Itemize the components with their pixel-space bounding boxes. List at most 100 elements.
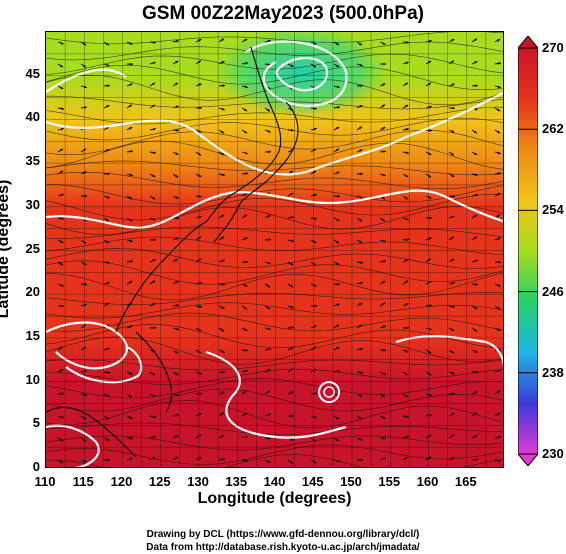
tropical-cyclone-marker xyxy=(318,381,341,404)
wind-arrow-head xyxy=(129,173,133,177)
wind-arrow-head xyxy=(359,63,363,67)
wind-arrow-head xyxy=(383,436,386,440)
wind-arrow-head xyxy=(106,195,110,199)
wind-arrow-head xyxy=(359,347,363,351)
wind-arrow-head xyxy=(60,86,64,89)
wind-arrow-head xyxy=(175,105,179,109)
colorbar-tick-label: 230 xyxy=(542,446,564,461)
wind-arrow-head xyxy=(313,284,317,287)
wind-arrow-head xyxy=(359,218,362,222)
wind-arrow-head xyxy=(497,306,500,310)
wind-arrow-head xyxy=(336,416,340,420)
wind-arrow-head xyxy=(175,435,179,438)
wind-arrow-head xyxy=(313,127,317,131)
wind-arrow-head xyxy=(221,306,225,309)
coastline-segment xyxy=(240,101,299,203)
y-tick-label: 5 xyxy=(32,415,40,431)
coastline-segment xyxy=(46,406,137,458)
wind-arrow-head xyxy=(474,350,478,353)
wind-arrow-head xyxy=(152,61,156,65)
wind-arrow-head xyxy=(175,60,179,64)
wind-arrow-head xyxy=(175,174,178,178)
wind-arrow-head xyxy=(221,61,225,64)
wind-arrow-head xyxy=(451,152,454,156)
wind-arrow-head xyxy=(313,193,317,197)
wind-arrow-head xyxy=(474,306,478,309)
wind-arrow-head xyxy=(291,216,294,219)
wind-arrow-head xyxy=(60,127,64,131)
wind-arrow-head xyxy=(291,128,294,132)
wind-arrow-head xyxy=(267,261,271,265)
wind-arrow-head xyxy=(497,390,500,394)
cyclone-ring-inner xyxy=(323,386,335,398)
wind-arrow-head xyxy=(244,108,248,112)
wind-arrow-head xyxy=(60,284,64,287)
wind-arrow-head xyxy=(245,62,248,65)
coastline xyxy=(46,46,299,458)
wind-arrow-head xyxy=(268,437,271,440)
x-tick-label: 115 xyxy=(72,474,94,489)
wind-arrow-head xyxy=(268,63,271,66)
x-tick-label: 135 xyxy=(225,474,248,489)
x-tick-label: 140 xyxy=(263,474,286,489)
wind-arrow-head xyxy=(198,371,202,375)
wind-arrow-head xyxy=(429,414,432,417)
wind-arrow-head xyxy=(382,83,386,86)
y-tick-label: 20 xyxy=(25,284,40,300)
x-tick-label: 120 xyxy=(110,474,133,489)
wind-arrow-head xyxy=(267,390,270,394)
wind-arrow-head xyxy=(290,460,293,464)
wind-arrow-head xyxy=(245,260,248,264)
wind-arrow-head xyxy=(382,239,386,243)
wind-arrow-head xyxy=(451,174,455,177)
wind-arrow-head xyxy=(382,173,386,177)
wind-arrow-head xyxy=(60,438,63,442)
wind-arrow-head xyxy=(152,174,156,177)
wind-arrow-head xyxy=(129,416,133,419)
wind-arrow-head xyxy=(129,83,133,86)
wind-arrow-head xyxy=(497,412,501,416)
wind-arrow-head xyxy=(267,130,271,133)
wind-arrow-head xyxy=(290,391,294,394)
wind-arrow-head xyxy=(382,394,385,398)
wind-arrow-head xyxy=(382,457,386,461)
wind-arrow-head xyxy=(221,152,225,156)
wind-arrow-head xyxy=(268,327,271,330)
wind-arrow-head xyxy=(451,371,455,375)
wind-arrow-head xyxy=(176,414,179,417)
x-tick-label: 155 xyxy=(378,474,401,489)
wind-arrow-head xyxy=(60,369,64,372)
wind-arrow-head xyxy=(130,150,133,153)
wind-arrow-head xyxy=(360,458,363,462)
wind-arrow-head xyxy=(129,394,132,398)
wind-arrow-head xyxy=(383,348,386,352)
map-canvas xyxy=(46,32,503,467)
wind-arrow-head xyxy=(405,104,409,108)
wind-arrow-head xyxy=(497,108,501,112)
wind-arrow-head xyxy=(290,170,293,174)
wind-arrow-head xyxy=(268,150,271,154)
wind-arrow-head xyxy=(107,371,110,374)
wind-arrow-head xyxy=(61,304,64,308)
wind-arrow-head xyxy=(60,41,64,45)
colorbar-tick-label: 238 xyxy=(542,364,564,380)
wind-arrow-head xyxy=(406,238,409,242)
colorbar-tick-label: 270 xyxy=(542,40,564,55)
wind-arrow-head xyxy=(406,326,409,330)
wind-arrow-head xyxy=(106,416,109,420)
wind-arrow-head xyxy=(474,107,478,111)
wind-arrow-head xyxy=(475,283,478,286)
wind-arrow-head xyxy=(222,84,225,87)
wind-arrow-head xyxy=(474,61,478,64)
colorbar-tick-marks xyxy=(518,47,538,455)
wind-arrow-head xyxy=(60,415,64,419)
wind-arrow-head xyxy=(359,196,363,199)
wind-arrow-head xyxy=(359,324,363,328)
wind-arrow-head xyxy=(451,130,455,133)
wind-arrow-head xyxy=(198,281,202,285)
wind-arrow-head xyxy=(221,435,225,438)
wind-arrow-head xyxy=(222,370,225,374)
wind-arrow-head xyxy=(452,392,455,396)
wind-arrow-head xyxy=(405,303,409,306)
x-tick-label: 110 xyxy=(34,474,56,489)
